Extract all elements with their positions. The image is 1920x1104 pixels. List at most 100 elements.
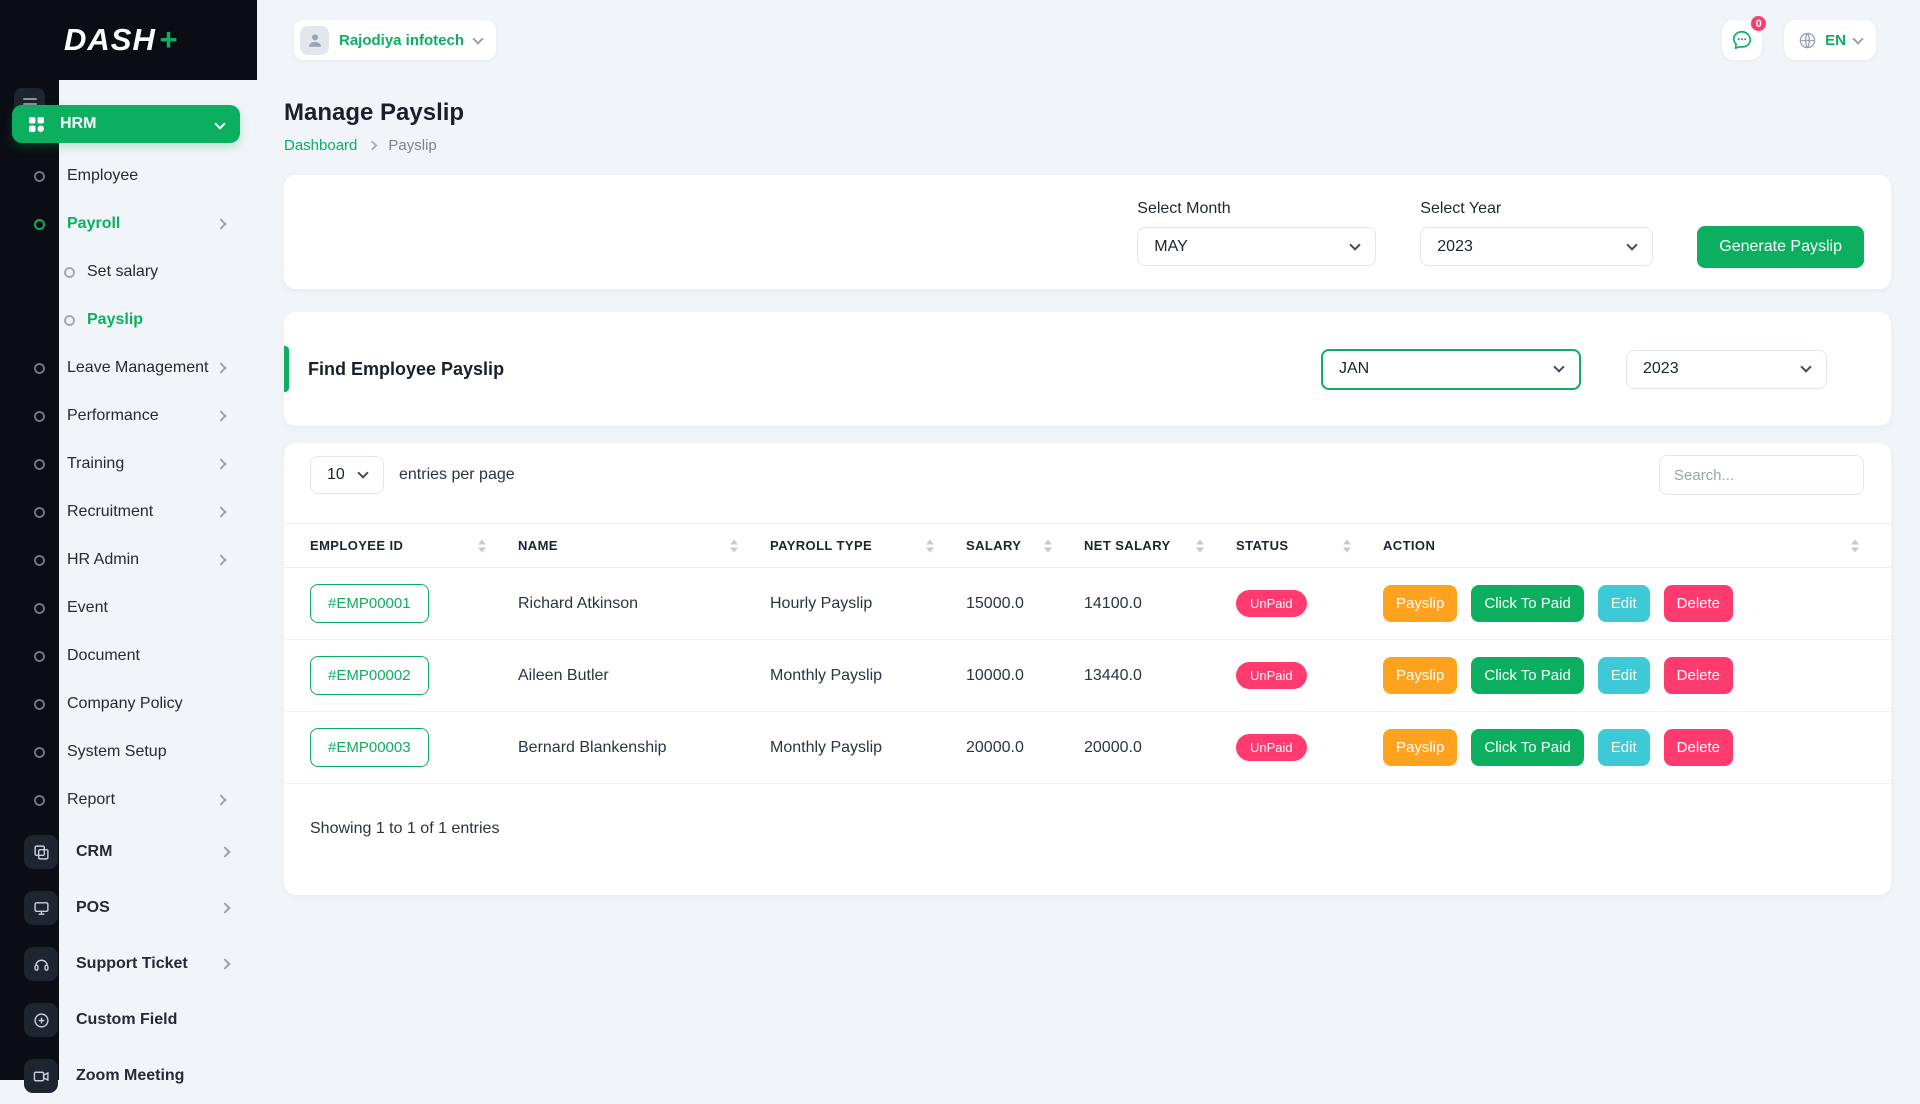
- column-header-salary[interactable]: SALARY: [966, 523, 1084, 568]
- chevron-right-icon: [215, 794, 227, 806]
- sidebar-item-custom-field[interactable]: Custom Field: [0, 992, 257, 1048]
- generate-payslip-button[interactable]: Generate Payslip: [1697, 226, 1864, 268]
- sidebar-item-performance[interactable]: Performance: [0, 392, 257, 440]
- payslip-button[interactable]: Payslip: [1383, 585, 1458, 622]
- sidebar-item-system-setup[interactable]: System Setup: [0, 728, 257, 776]
- click-to-paid-button[interactable]: Click To Paid: [1471, 585, 1584, 622]
- cell-name: Aileen Butler: [518, 639, 770, 712]
- sidebar-item-event[interactable]: Event: [0, 584, 257, 632]
- sidebar-item-pos[interactable]: POS: [0, 880, 257, 936]
- edit-button[interactable]: Edit: [1597, 657, 1650, 694]
- sidebar-item-recruitment[interactable]: Recruitment: [0, 488, 257, 536]
- status-badge: UnPaid: [1236, 590, 1307, 617]
- sidebar-item-employee[interactable]: Employee: [0, 152, 257, 200]
- sidebar-item-label: Support Ticket: [76, 955, 188, 972]
- breadcrumb: Dashboard Payslip: [284, 137, 1891, 154]
- sort-icon[interactable]: [1196, 539, 1204, 552]
- language-selector[interactable]: EN: [1784, 20, 1876, 60]
- layers-icon: [24, 835, 58, 869]
- sidebar-item-label: Report: [67, 791, 116, 808]
- year-select[interactable]: 2023: [1420, 227, 1654, 266]
- employee-id-badge[interactable]: #EMP00001: [310, 584, 429, 623]
- chevron-right-icon: [215, 218, 227, 230]
- search-input[interactable]: [1659, 455, 1864, 495]
- find-month-select[interactable]: JAN: [1321, 348, 1581, 390]
- find-year-value: 2023: [1643, 360, 1679, 377]
- column-header-payroll-type[interactable]: PAYROLL TYPE: [770, 523, 966, 568]
- sort-icon[interactable]: [1044, 539, 1052, 552]
- cell-salary: 15000.0: [966, 567, 1084, 640]
- chevron-right-icon: [215, 506, 227, 518]
- sidebar-item-hrm[interactable]: HRM: [12, 105, 240, 143]
- edit-button[interactable]: Edit: [1597, 585, 1650, 622]
- circle-icon: [64, 266, 75, 278]
- breadcrumb-dashboard-link[interactable]: Dashboard: [284, 137, 358, 154]
- table-header-row: EMPLOYEE ID NAME PAYROLL TYPE SALARY NET…: [284, 523, 1891, 568]
- employee-id-badge[interactable]: #EMP00003: [310, 728, 429, 767]
- payslip-button[interactable]: Payslip: [1383, 657, 1458, 694]
- sidebar-item-document[interactable]: Document: [0, 632, 257, 680]
- sidebar-item-crm[interactable]: CRM: [0, 824, 257, 880]
- entries-per-page-select[interactable]: 10: [310, 456, 384, 494]
- headset-icon: [24, 947, 58, 981]
- month-select-value: MAY: [1154, 237, 1188, 255]
- sort-icon[interactable]: [1343, 539, 1351, 552]
- cell-payroll-type: Hourly Payslip: [770, 567, 966, 640]
- sort-icon[interactable]: [926, 539, 934, 552]
- circle-icon: [34, 650, 45, 662]
- sidebar-subitem-payslip[interactable]: Payslip: [0, 296, 257, 344]
- circle-icon: [34, 362, 45, 374]
- sort-icon[interactable]: [730, 539, 738, 552]
- sidebar-subitem-set-salary[interactable]: Set salary: [0, 248, 257, 296]
- company-selector[interactable]: Rajodiya infotech: [294, 20, 497, 60]
- circle-icon: [34, 506, 45, 518]
- chevron-down-icon: [1800, 361, 1812, 373]
- sidebar-item-leave-management[interactable]: Leave Management: [0, 344, 257, 392]
- notification-badge: 0: [1749, 14, 1769, 33]
- sidebar-item-label: Employee: [67, 167, 139, 184]
- chevron-right-icon: [219, 958, 231, 970]
- accent-bar: [284, 346, 289, 392]
- row-actions: Payslip Click To Paid Edit Delete: [1383, 657, 1891, 694]
- click-to-paid-button[interactable]: Click To Paid: [1471, 729, 1584, 766]
- sidebar-item-company-policy[interactable]: Company Policy: [0, 680, 257, 728]
- sidebar-item-label: Zoom Meeting: [76, 1067, 185, 1084]
- notifications-button[interactable]: 0: [1722, 14, 1769, 60]
- sidebar-item-zoom-meeting[interactable]: Zoom Meeting: [0, 1048, 257, 1104]
- column-header-status[interactable]: STATUS: [1236, 523, 1383, 568]
- employee-id-badge[interactable]: #EMP00002: [310, 656, 429, 695]
- delete-button[interactable]: Delete: [1663, 729, 1734, 766]
- sidebar-item-training[interactable]: Training: [0, 440, 257, 488]
- find-year-select[interactable]: 2023: [1626, 349, 1827, 389]
- column-header-name[interactable]: NAME: [518, 523, 770, 568]
- month-select[interactable]: MAY: [1137, 227, 1377, 266]
- sidebar-item-payroll[interactable]: Payroll: [0, 200, 257, 248]
- entries-per-page-label: entries per page: [399, 466, 515, 483]
- sidebar-item-support-ticket[interactable]: Support Ticket: [0, 936, 257, 992]
- column-header-action[interactable]: ACTION: [1383, 523, 1891, 568]
- cell-net-salary: 20000.0: [1084, 711, 1236, 784]
- entries-value: 10: [327, 466, 345, 483]
- payslip-button[interactable]: Payslip: [1383, 729, 1458, 766]
- delete-button[interactable]: Delete: [1663, 585, 1734, 622]
- select-year-group: Select Year 2023: [1420, 200, 1654, 266]
- cell-net-salary: 14100.0: [1084, 567, 1236, 640]
- chevron-down-icon: [357, 467, 369, 479]
- column-header-net-salary[interactable]: NET SALARY: [1084, 523, 1236, 568]
- app-logo[interactable]: DASH +: [0, 0, 257, 80]
- delete-button[interactable]: Delete: [1663, 657, 1734, 694]
- sort-icon[interactable]: [478, 539, 486, 552]
- sort-icon[interactable]: [1851, 539, 1859, 552]
- cell-net-salary: 13440.0: [1084, 639, 1236, 712]
- column-header-employee-id[interactable]: EMPLOYEE ID: [284, 523, 518, 568]
- chat-bubble-icon: [1731, 29, 1753, 51]
- circle-icon: [34, 554, 45, 566]
- sidebar-item-hr-admin[interactable]: HR Admin: [0, 536, 257, 584]
- sidebar-item-label: System Setup: [67, 743, 167, 760]
- grid-icon: [28, 116, 45, 133]
- click-to-paid-button[interactable]: Click To Paid: [1471, 657, 1584, 694]
- globe-icon: [1798, 31, 1817, 50]
- page-title: Manage Payslip: [284, 99, 465, 126]
- edit-button[interactable]: Edit: [1597, 729, 1650, 766]
- sidebar-item-report[interactable]: Report: [0, 776, 257, 824]
